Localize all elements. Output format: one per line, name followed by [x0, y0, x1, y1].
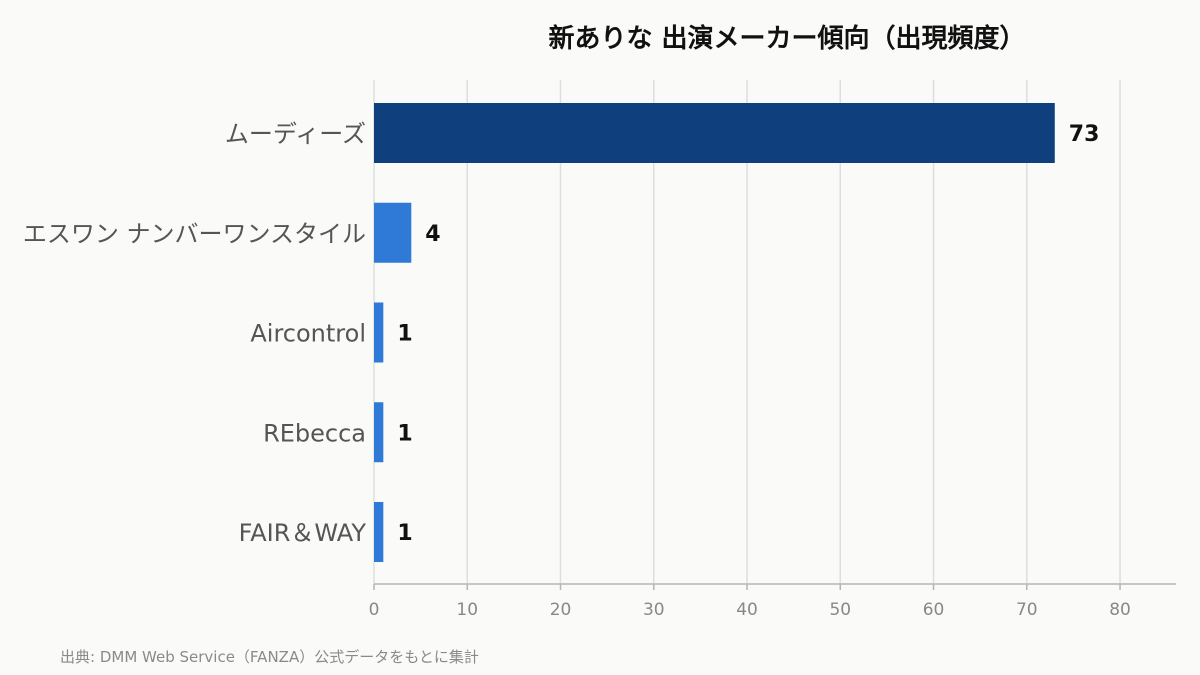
data-label: 73 — [1069, 122, 1100, 147]
x-tick-label: 60 — [923, 600, 945, 620]
category-label: FAIR＆WAY — [239, 519, 367, 547]
x-tick-label: 0 — [369, 600, 380, 620]
x-tick-label: 50 — [829, 600, 851, 620]
x-tick-label: 40 — [736, 600, 758, 620]
category-label: REbecca — [263, 419, 366, 447]
x-tick-label: 20 — [550, 600, 572, 620]
bar — [374, 502, 384, 562]
x-tick-label: 70 — [1016, 600, 1038, 620]
bar — [374, 302, 384, 363]
source-note: 出典: DMM Web Service（FANZA）公式データをもとに集計 — [60, 648, 479, 666]
chart-title: 新ありな 出演メーカー傾向（出現頻度） — [548, 24, 1026, 54]
data-label: 4 — [425, 222, 440, 247]
data-label: 1 — [397, 322, 412, 347]
x-axis: 0 10 20 30 40 50 60 70 80 — [369, 583, 1176, 620]
x-tick-label: 30 — [643, 600, 665, 620]
category-label: ムーディーズ — [225, 120, 366, 148]
data-label: 1 — [397, 521, 412, 546]
x-tick-label: 10 — [456, 600, 478, 620]
category-label: エスワン ナンバーワンスタイル — [23, 220, 366, 248]
bar — [374, 402, 384, 463]
x-tick-label: 80 — [1109, 600, 1131, 620]
bars: ムーディーズ 73 エスワン ナンバーワンスタイル 4 Aircontrol 1 REbec… — [23, 103, 1100, 562]
bar — [374, 103, 1055, 163]
category-label: Aircontrol — [250, 320, 366, 348]
bar — [374, 202, 412, 263]
data-label: 1 — [397, 421, 412, 446]
grid-lines — [373, 80, 1121, 584]
